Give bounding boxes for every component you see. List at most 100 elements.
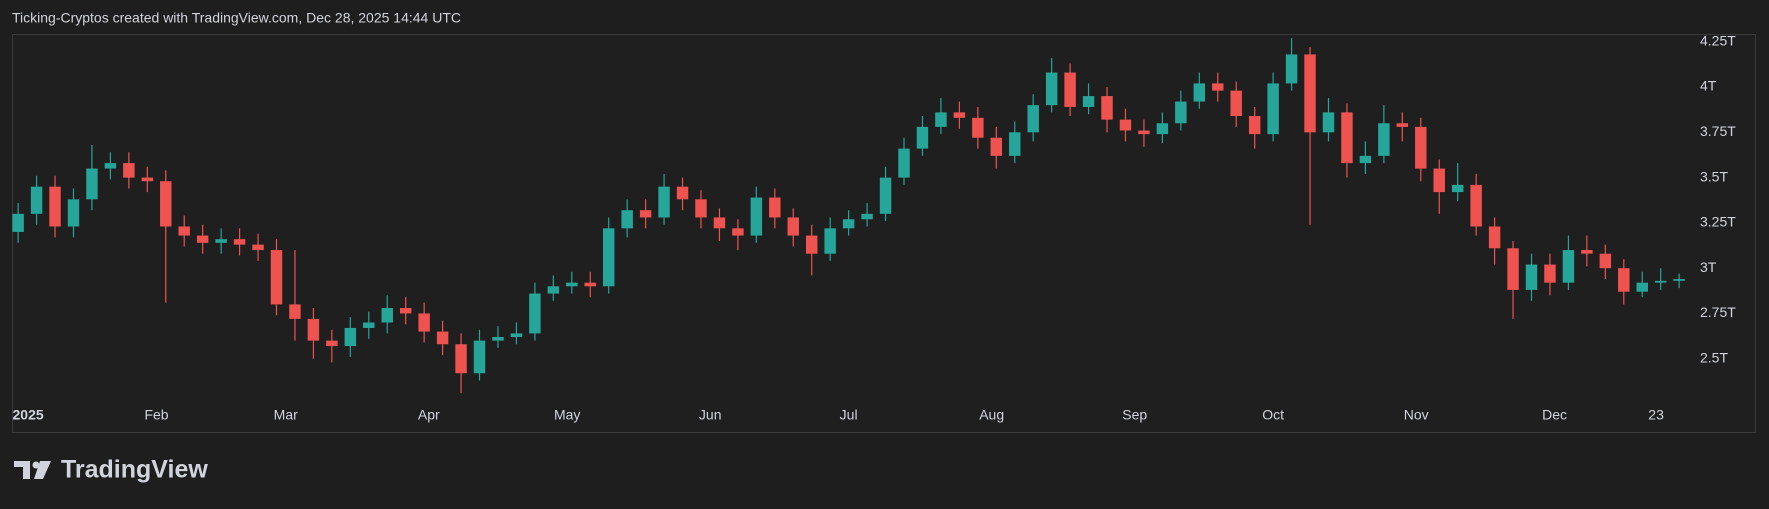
candle-body [695, 199, 707, 218]
candle-body [1156, 123, 1169, 135]
candle-body [1285, 54, 1298, 84]
candle-body [1673, 279, 1685, 281]
candle-body [1138, 130, 1150, 135]
candle-body [1654, 280, 1667, 283]
candle-body [455, 344, 467, 374]
candle-body [215, 239, 227, 243]
candle-body [713, 217, 726, 229]
x-tick-label: Aug [979, 407, 1004, 423]
candle-body [953, 112, 966, 118]
candle-body [1599, 253, 1612, 269]
candle-body [621, 210, 633, 229]
candle-body [1304, 54, 1316, 133]
candle-body [898, 148, 910, 178]
candle-body [732, 228, 744, 236]
candle-body [1507, 248, 1519, 290]
candle-body [1175, 101, 1187, 124]
candle-body [935, 112, 947, 127]
candle-body [547, 286, 560, 294]
logo-dot [32, 461, 40, 469]
x-tick-label: Mar [274, 407, 298, 423]
candle-body [1064, 72, 1076, 107]
candle-body [1544, 264, 1556, 283]
candle-body [990, 137, 1003, 156]
candle-body [1193, 83, 1206, 102]
candle-body [399, 308, 412, 314]
candle-body [1378, 123, 1390, 156]
candle-body [584, 282, 596, 287]
x-tick-label: Oct [1262, 407, 1284, 423]
candle-body [196, 235, 209, 243]
candle-body [1212, 83, 1224, 91]
candle-body [750, 197, 763, 236]
candle-body [436, 331, 449, 345]
candle-body [1488, 226, 1501, 249]
candle-body [178, 226, 190, 236]
candle-body [769, 197, 781, 218]
candle-body [639, 210, 652, 218]
x-tick-label: Dec [1542, 407, 1567, 423]
candle-body [1415, 126, 1427, 169]
candle-body [252, 244, 264, 251]
y-tick-label: 3.75T [1700, 123, 1736, 139]
x-tick-label: Feb [144, 407, 168, 423]
candle-body [1359, 155, 1372, 164]
y-tick-label: 4T [1700, 78, 1717, 94]
candle-body [123, 163, 135, 178]
brand-logo: TradingView [14, 456, 208, 484]
candle-body [1451, 184, 1464, 193]
candle-body [1396, 123, 1409, 127]
header: Ticking-Cryptos created with TradingView… [12, 10, 461, 26]
candle-body [806, 235, 818, 254]
candle-body [67, 199, 80, 227]
y-tick-label: 4.25T [1700, 32, 1736, 48]
candle-body [12, 213, 24, 232]
candle-body [861, 213, 873, 220]
x-tick-label: Nov [1404, 407, 1429, 423]
candle-body [1119, 119, 1132, 131]
candle-body [824, 228, 836, 254]
candle-body [1581, 250, 1593, 254]
candle-body [1636, 282, 1648, 292]
x-tick-label: Apr [418, 407, 440, 423]
y-tick-label: 2.75T [1700, 304, 1736, 320]
brand-name: TradingView [61, 456, 208, 484]
candle-body [1525, 264, 1538, 290]
candle-body [1433, 168, 1445, 193]
x-tick-label: Sep [1122, 407, 1147, 423]
candle-body [30, 186, 43, 214]
candle-body [473, 340, 486, 374]
logo-mark [34, 461, 51, 479]
x-tick-label: 23 [1648, 407, 1664, 423]
candle-body [86, 168, 98, 200]
x-tick-label: Jul [840, 407, 858, 423]
candle-body [104, 163, 117, 169]
candle-body [49, 186, 61, 227]
candle-body [787, 217, 799, 236]
y-tick-label: 2.5T [1700, 349, 1728, 365]
candle-body [1009, 132, 1021, 156]
candle-body [1267, 83, 1279, 135]
candle-body [289, 304, 301, 319]
candle-body [141, 177, 154, 182]
candle-body [326, 340, 338, 347]
candle-body [344, 327, 357, 347]
x-tick-label: 2025 [13, 407, 44, 423]
y-tick-label: 3.25T [1700, 214, 1736, 230]
candle-body [1470, 184, 1482, 227]
candle-body [879, 177, 892, 214]
candle-body [1341, 112, 1353, 164]
plot-area: 2.5T 2.75T 3T 3.25T 3.5T 3.75T 4T 4.25T 2025 Feb M… [12, 32, 1736, 423]
y-tick-label: 3T [1700, 259, 1717, 275]
candle-body [307, 318, 320, 341]
candle-body [1322, 112, 1335, 133]
y-tick-label: 3.5T [1700, 168, 1728, 184]
candle-body [233, 239, 246, 245]
candle-body [916, 126, 929, 149]
candle-body [676, 186, 689, 200]
candle-body [1082, 96, 1095, 107]
candle-body [529, 293, 541, 334]
candle-body [1101, 96, 1113, 120]
candle-body [602, 228, 615, 287]
